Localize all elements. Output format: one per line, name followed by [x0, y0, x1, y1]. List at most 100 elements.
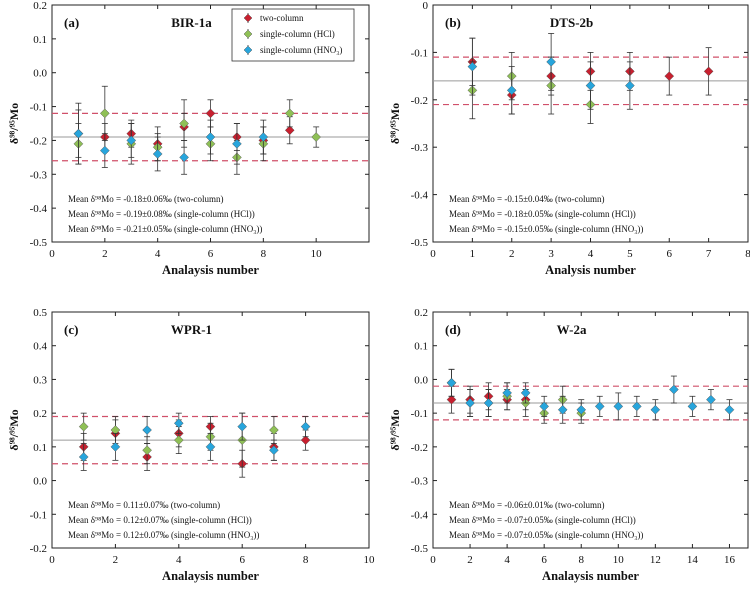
data-point [520, 388, 531, 398]
legend-marker [243, 13, 253, 23]
x-tick-label: 8 [745, 248, 750, 260]
legend-label: two-column [260, 13, 304, 23]
data-point [142, 425, 152, 435]
panel-title: WPR-1 [171, 322, 212, 337]
y-tick-label: -0.4 [30, 203, 48, 215]
legend: two-column single-column (HCl) single-colu… [231, 8, 355, 62]
data-point [724, 404, 735, 415]
y-tick-label: 0.1 [414, 341, 428, 353]
panel-label: (b) [445, 15, 461, 30]
legend-box [231, 8, 355, 62]
data-point [576, 404, 587, 415]
x-tick-label: 0 [430, 248, 436, 260]
x-tick-label: 2 [102, 248, 108, 260]
y-tick-label: 0.2 [414, 307, 428, 319]
y-tick-label: 0.0 [33, 68, 47, 80]
x-axis-title: Analysis number [545, 263, 636, 277]
mean-annotation: Mean δ⁹⁸Mo = -0.15±0.05‰ (single-column … [449, 224, 643, 234]
data-point [557, 404, 568, 415]
y-tick-label: 0.1 [33, 442, 47, 454]
y-tick-label: -0.5 [30, 237, 48, 249]
data-point [269, 445, 279, 456]
data-point [205, 442, 216, 452]
data-point [664, 71, 675, 81]
y-tick-label: -0.4 [411, 509, 429, 521]
chart-panel-3: 0.5 0.4 0.3 0.2 0.1 0.0 -0.1 -0.20 2 4 6 8 10 Analays… [7, 307, 375, 583]
chart-panel-1: 0.2 0.1 0.0 -0.1 -0.2 -0.3 -0.4 -0.50 2 4 6 8 10 Anal… [7, 0, 370, 277]
data-point [446, 377, 457, 388]
y-tick-label: 0.4 [33, 341, 47, 353]
x-tick-label: 0 [430, 554, 436, 566]
data-point [232, 138, 242, 149]
series-3 [73, 109, 269, 175]
legend-marker [243, 45, 253, 55]
data-point [502, 388, 512, 398]
mean-annotation: Mean δ⁹⁸Mo = -0.06±0.01‰ (two-column) [449, 500, 605, 510]
data-point [300, 421, 311, 432]
panel-label: (a) [64, 15, 79, 30]
x-tick-label: 3 [548, 248, 554, 260]
x-tick-label: 4 [155, 248, 161, 260]
x-tick-label: 10 [311, 248, 323, 260]
y-tick-label: -0.1 [30, 509, 47, 521]
data-point [284, 108, 295, 119]
x-tick-label: 4 [588, 248, 594, 260]
x-tick-label: 6 [239, 554, 245, 566]
y-axis-title: δ⁹⁸/⁹⁵Mo [388, 409, 402, 450]
plot-frame [432, 311, 749, 549]
x-tick-label: 2 [113, 554, 119, 566]
x-tick-label: 16 [724, 554, 736, 566]
data-point [703, 66, 714, 77]
data-point [173, 418, 184, 429]
y-tick-label: 0.1 [33, 34, 47, 46]
y-tick-label: 0.3 [33, 374, 47, 386]
data-point [73, 128, 84, 139]
data-point [269, 425, 279, 435]
y-tick-label: -0.2 [411, 442, 428, 454]
plot-frame [51, 311, 370, 549]
y-tick-label: -0.5 [411, 237, 429, 249]
data-point [126, 135, 137, 146]
data-point [205, 108, 216, 119]
y-tick-label: 0.2 [33, 408, 47, 420]
data-point [594, 401, 605, 412]
data-point [625, 80, 635, 91]
y-axis-title: δ⁹⁸/⁹⁵Mo [388, 103, 402, 144]
series-3 [467, 33, 635, 115]
mean-annotation: Mean δ⁹⁸Mo = -0.21±0.05‰ (single-column … [68, 224, 262, 234]
x-tick-label: 0 [49, 248, 55, 260]
y-tick-label: -0.1 [30, 102, 47, 114]
y-tick-label: 0.5 [33, 307, 47, 319]
x-tick-label: 10 [613, 554, 625, 566]
y-tick-label: -0.1 [411, 408, 428, 420]
data-point [631, 401, 642, 412]
series-2 [78, 412, 279, 468]
panel-title: W-2a [557, 322, 587, 337]
data-point [142, 445, 152, 456]
data-point [446, 394, 457, 405]
x-tick-label: 10 [364, 554, 376, 566]
y-tick-label: 0.2 [33, 0, 47, 12]
legend-marker [243, 29, 253, 39]
data-point [152, 149, 163, 159]
data-point [465, 398, 475, 408]
x-tick-label: 4 [176, 554, 182, 566]
series-2 [467, 52, 596, 124]
y-tick-label: -0.2 [30, 543, 47, 555]
data-point [687, 401, 698, 412]
x-tick-label: 1 [470, 248, 476, 260]
x-tick-label: 2 [467, 554, 473, 566]
x-tick-label: 8 [578, 554, 584, 566]
data-point [467, 61, 478, 72]
mean-annotation: Mean δ⁹⁸Mo = 0.12±0.07‰ (single-column (… [68, 530, 259, 540]
mean-annotation: Mean δ⁹⁸Mo = -0.15±0.04‰ (two-column) [449, 194, 605, 204]
data-point [99, 108, 110, 119]
data-point [585, 80, 596, 91]
data-point [284, 125, 295, 136]
series-3 [78, 412, 311, 471]
data-point [78, 421, 89, 432]
mean-annotation: Mean δ⁹⁸Mo = 0.11±0.07‰ (two-column) [68, 500, 220, 510]
mean-annotation: Mean δ⁹⁸Mo = -0.07±0.05‰ (single-column … [449, 515, 636, 525]
y-tick-label: -0.5 [411, 543, 429, 555]
data-point [258, 132, 269, 142]
